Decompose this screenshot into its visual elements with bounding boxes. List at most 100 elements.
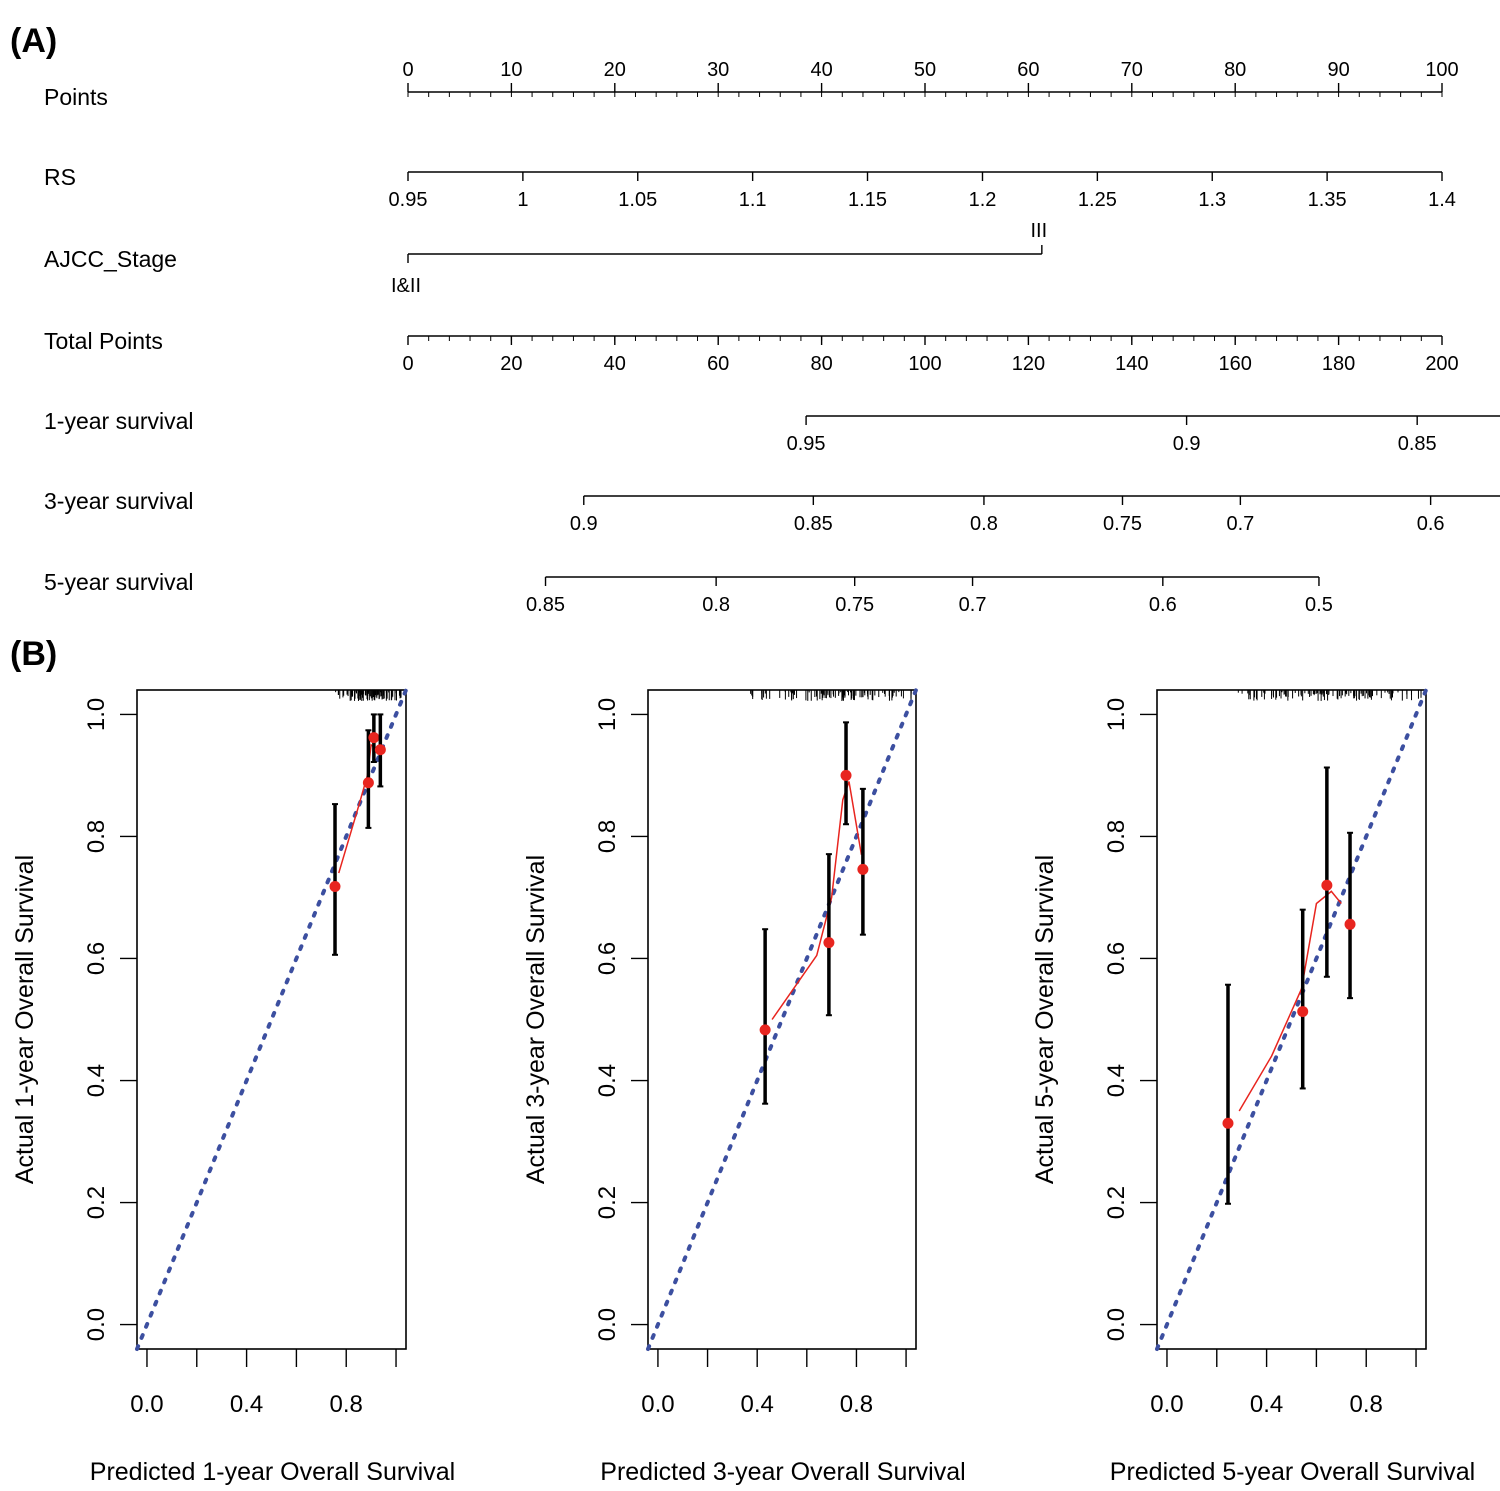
- y-tick-label: 0.8: [1103, 820, 1130, 853]
- tick-label: 20: [604, 59, 626, 81]
- tick-label: 0.95: [389, 189, 428, 211]
- tick-label: 100: [908, 353, 941, 375]
- data-point: [823, 937, 835, 949]
- y-tick-label: 0.0: [1103, 1308, 1130, 1341]
- rug-marks: [335, 690, 402, 701]
- y-tick-label: 0.8: [594, 820, 621, 853]
- y-tick-label: 0.0: [594, 1308, 621, 1341]
- nomogram-row-5-year-survival: 5-year survival 0.85 0.8 0.75 0.7 0.6 0.5: [44, 569, 1333, 616]
- data-point: [1222, 1117, 1234, 1129]
- y-tick-label: 0.4: [1103, 1064, 1130, 1097]
- tick-label: 1.1: [739, 189, 767, 211]
- rug-marks: [1237, 690, 1422, 701]
- tick-label: 160: [1219, 353, 1252, 375]
- rug-marks: [750, 690, 912, 701]
- data-point: [329, 880, 341, 892]
- x-tick-label: 0.0: [130, 1391, 163, 1418]
- y-tick-label: 0.4: [83, 1064, 110, 1097]
- tick-label: 140: [1115, 353, 1148, 375]
- tick-label: I&II: [391, 275, 421, 297]
- x-axis-title: Predicted 5-year Overall Survival: [1110, 1458, 1475, 1486]
- tick-label: 50: [914, 59, 936, 81]
- x-tick-label: 0.8: [840, 1391, 873, 1418]
- y-axis-title: Actual 3-year Overall Survival: [522, 855, 550, 1184]
- row-label-points: Points: [44, 84, 108, 110]
- tick-label: 10: [500, 59, 522, 81]
- tick-label: 0.5: [1305, 594, 1333, 616]
- tick-label: 30: [707, 59, 729, 81]
- tick-label: 60: [707, 353, 729, 375]
- calibration-panel-1: 0.0 0.4 0.8 0.0 0.2 0.4 0.6 0.8 1.0 Predicted 1-y…: [11, 688, 455, 1486]
- y-tick-label: 1.0: [1103, 698, 1130, 731]
- y-tick-label: 0.4: [594, 1064, 621, 1097]
- y-tick-label: 0.2: [594, 1186, 621, 1219]
- row-label-rs: RS: [44, 164, 76, 190]
- x-tick-label: 0.8: [1350, 1391, 1383, 1418]
- tick-label: 0.7: [959, 594, 987, 616]
- row-label-1-year-survival: 1-year survival: [44, 408, 194, 434]
- tick-label: 60: [1017, 59, 1039, 81]
- tick-label: 120: [1012, 353, 1045, 375]
- tick-label: 0: [402, 353, 413, 375]
- tick-label: 0.85: [794, 513, 833, 535]
- x-tick-label: 0.0: [1150, 1391, 1183, 1418]
- nomogram-row-total-points: Total Points 0 20 40 60 80 100 120 140 160 180 200: [44, 328, 1459, 375]
- calibration-curve: [771, 781, 863, 1020]
- tick-label: 1.05: [618, 189, 657, 211]
- y-tick-label: 0.8: [83, 820, 110, 853]
- tick-label: 90: [1327, 59, 1349, 81]
- calibration-plots: 0.0 0.4 0.8 0.0 0.2 0.4 0.6 0.8 1.0 Predicted 1-y…: [11, 688, 1475, 1486]
- tick-label: 0.75: [835, 594, 874, 616]
- tick-label: 1.3: [1198, 189, 1226, 211]
- tick-label: 100: [1425, 59, 1458, 81]
- tick-label: 70: [1121, 59, 1143, 81]
- tick-label: 0.8: [702, 594, 730, 616]
- tick-label: 1.2: [969, 189, 997, 211]
- y-tick-label: 0.6: [83, 942, 110, 975]
- tick-label: 0.8: [970, 513, 998, 535]
- tick-label: 0.9: [1173, 433, 1201, 455]
- plot-frame: [136, 689, 407, 1350]
- panel-label-b: (B): [10, 635, 57, 673]
- y-tick-label: 0.0: [83, 1308, 110, 1341]
- tick-label: 40: [604, 353, 626, 375]
- tick-label: 0.95: [787, 433, 826, 455]
- x-tick-label: 0.4: [740, 1391, 773, 1418]
- tick-label: 1: [517, 189, 528, 211]
- row-label-total-points: Total Points: [44, 328, 163, 354]
- tick-label: 0: [402, 59, 413, 81]
- nomogram-row-ajcc-stage: AJCC_Stage I&II III: [44, 220, 1047, 297]
- x-tick-label: 0.8: [330, 1391, 363, 1418]
- tick-label: 80: [810, 353, 832, 375]
- plot-frame: [1156, 689, 1427, 1350]
- x-tick-label: 0.0: [641, 1391, 674, 1418]
- tick-label: 200: [1425, 353, 1458, 375]
- row-label-5-year-survival: 5-year survival: [44, 569, 194, 595]
- data-point: [368, 732, 380, 744]
- calibration-curve: [338, 743, 381, 874]
- tick-label: 180: [1322, 353, 1355, 375]
- data-point: [1344, 918, 1356, 930]
- y-axis-title: Actual 1-year Overall Survival: [11, 855, 39, 1184]
- tick-label: 0.85: [1398, 433, 1437, 455]
- nomogram-row-1-year-survival: 1-year survival0.950.90.850.80.750.70.60…: [44, 408, 1500, 455]
- data-point: [362, 777, 374, 789]
- calibration-curve: [1238, 890, 1342, 1112]
- tick-label: 0.6: [1149, 594, 1177, 616]
- tick-label: 1.25: [1078, 189, 1117, 211]
- ideal-diagonal-line: [135, 688, 408, 1351]
- data-point: [840, 769, 852, 781]
- ideal-diagonal-line: [646, 688, 918, 1351]
- tick-label: 20: [500, 353, 522, 375]
- data-point: [1321, 879, 1333, 891]
- y-tick-label: 1.0: [83, 698, 110, 731]
- y-tick-label: 1.0: [594, 698, 621, 731]
- tick-label: 0.75: [1103, 513, 1142, 535]
- tick-label: 1.4: [1428, 189, 1456, 211]
- row-label-ajcc-stage: AJCC_Stage: [44, 246, 177, 272]
- y-tick-label: 0.6: [1103, 942, 1130, 975]
- nomogram-row-rs: RS 0.95 1 1.05 1.1 1.15 1.2 1.25 1.3 1.35 1.4: [44, 164, 1456, 211]
- tick-label: 40: [810, 59, 832, 81]
